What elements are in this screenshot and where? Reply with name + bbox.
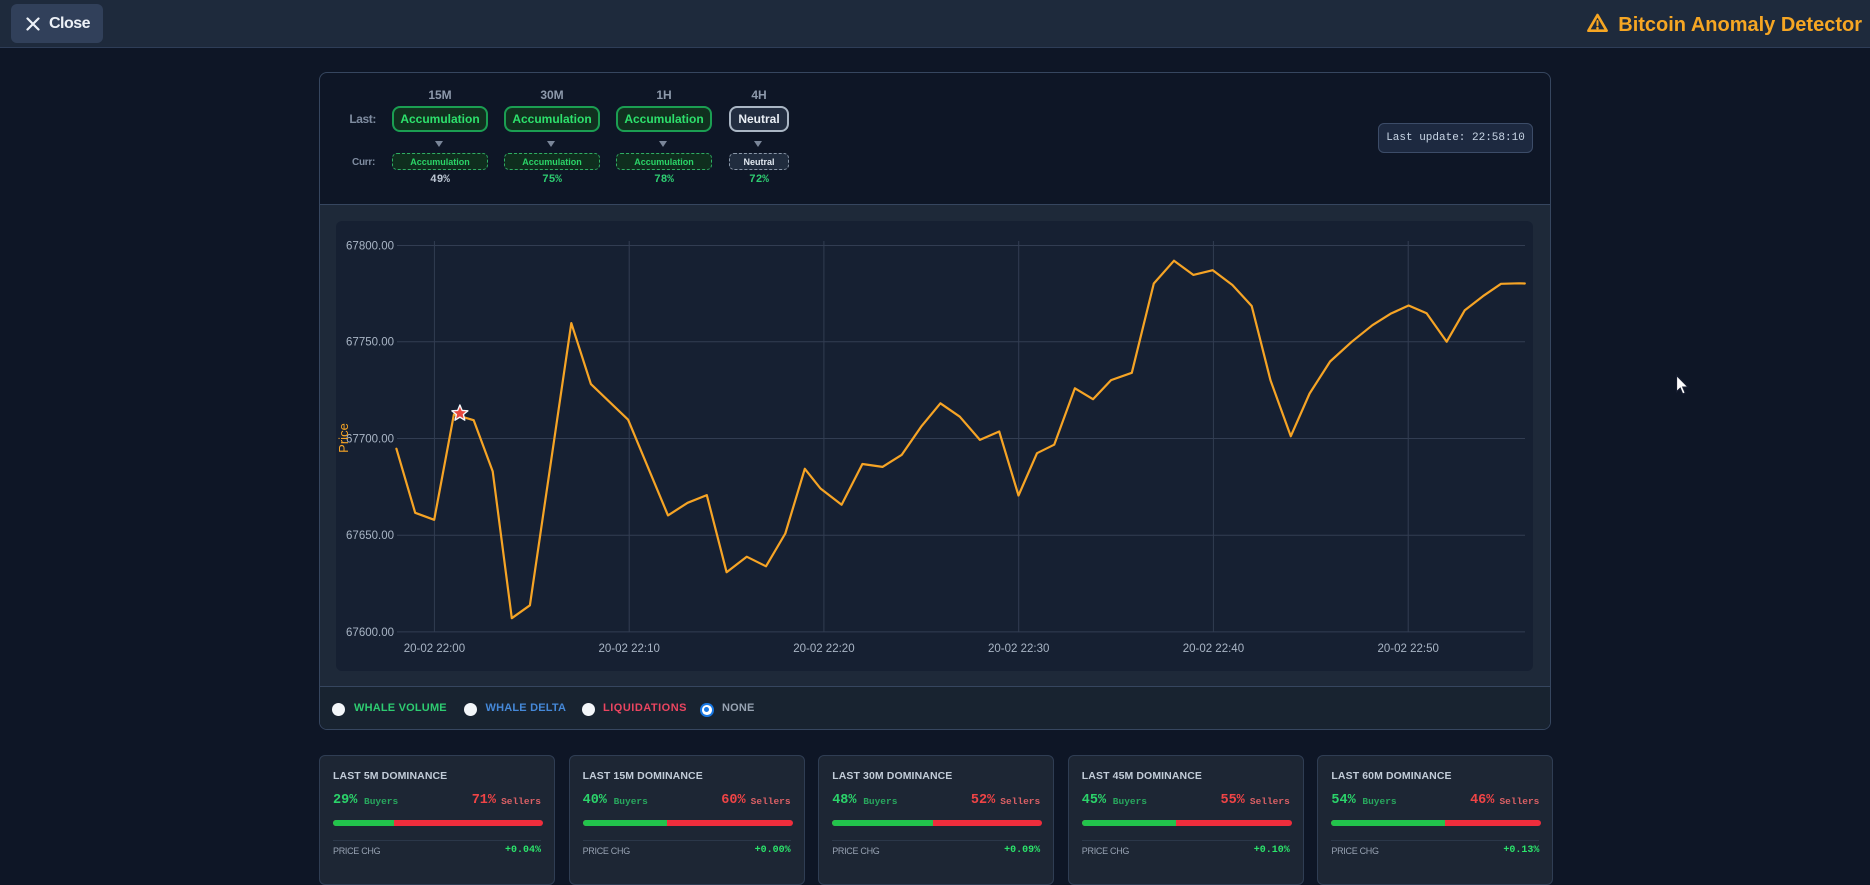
svg-text:67700.00: 67700.00 <box>346 434 394 446</box>
svg-text:Price: Price <box>336 423 351 453</box>
svg-text:20-02 22:10: 20-02 22:10 <box>599 643 660 655</box>
svg-text:20-02 22:20: 20-02 22:20 <box>793 643 854 655</box>
svg-text:20-02 22:40: 20-02 22:40 <box>1183 643 1244 655</box>
svg-text:20-02 22:00: 20-02 22:00 <box>404 643 465 655</box>
svg-text:67650.00: 67650.00 <box>346 530 394 542</box>
svg-text:67800.00: 67800.00 <box>346 241 394 253</box>
svg-text:20-02 22:50: 20-02 22:50 <box>1378 643 1439 655</box>
svg-text:67600.00: 67600.00 <box>346 627 394 639</box>
svg-text:67750.00: 67750.00 <box>346 337 394 349</box>
svg-text:20-02 22:30: 20-02 22:30 <box>988 643 1049 655</box>
